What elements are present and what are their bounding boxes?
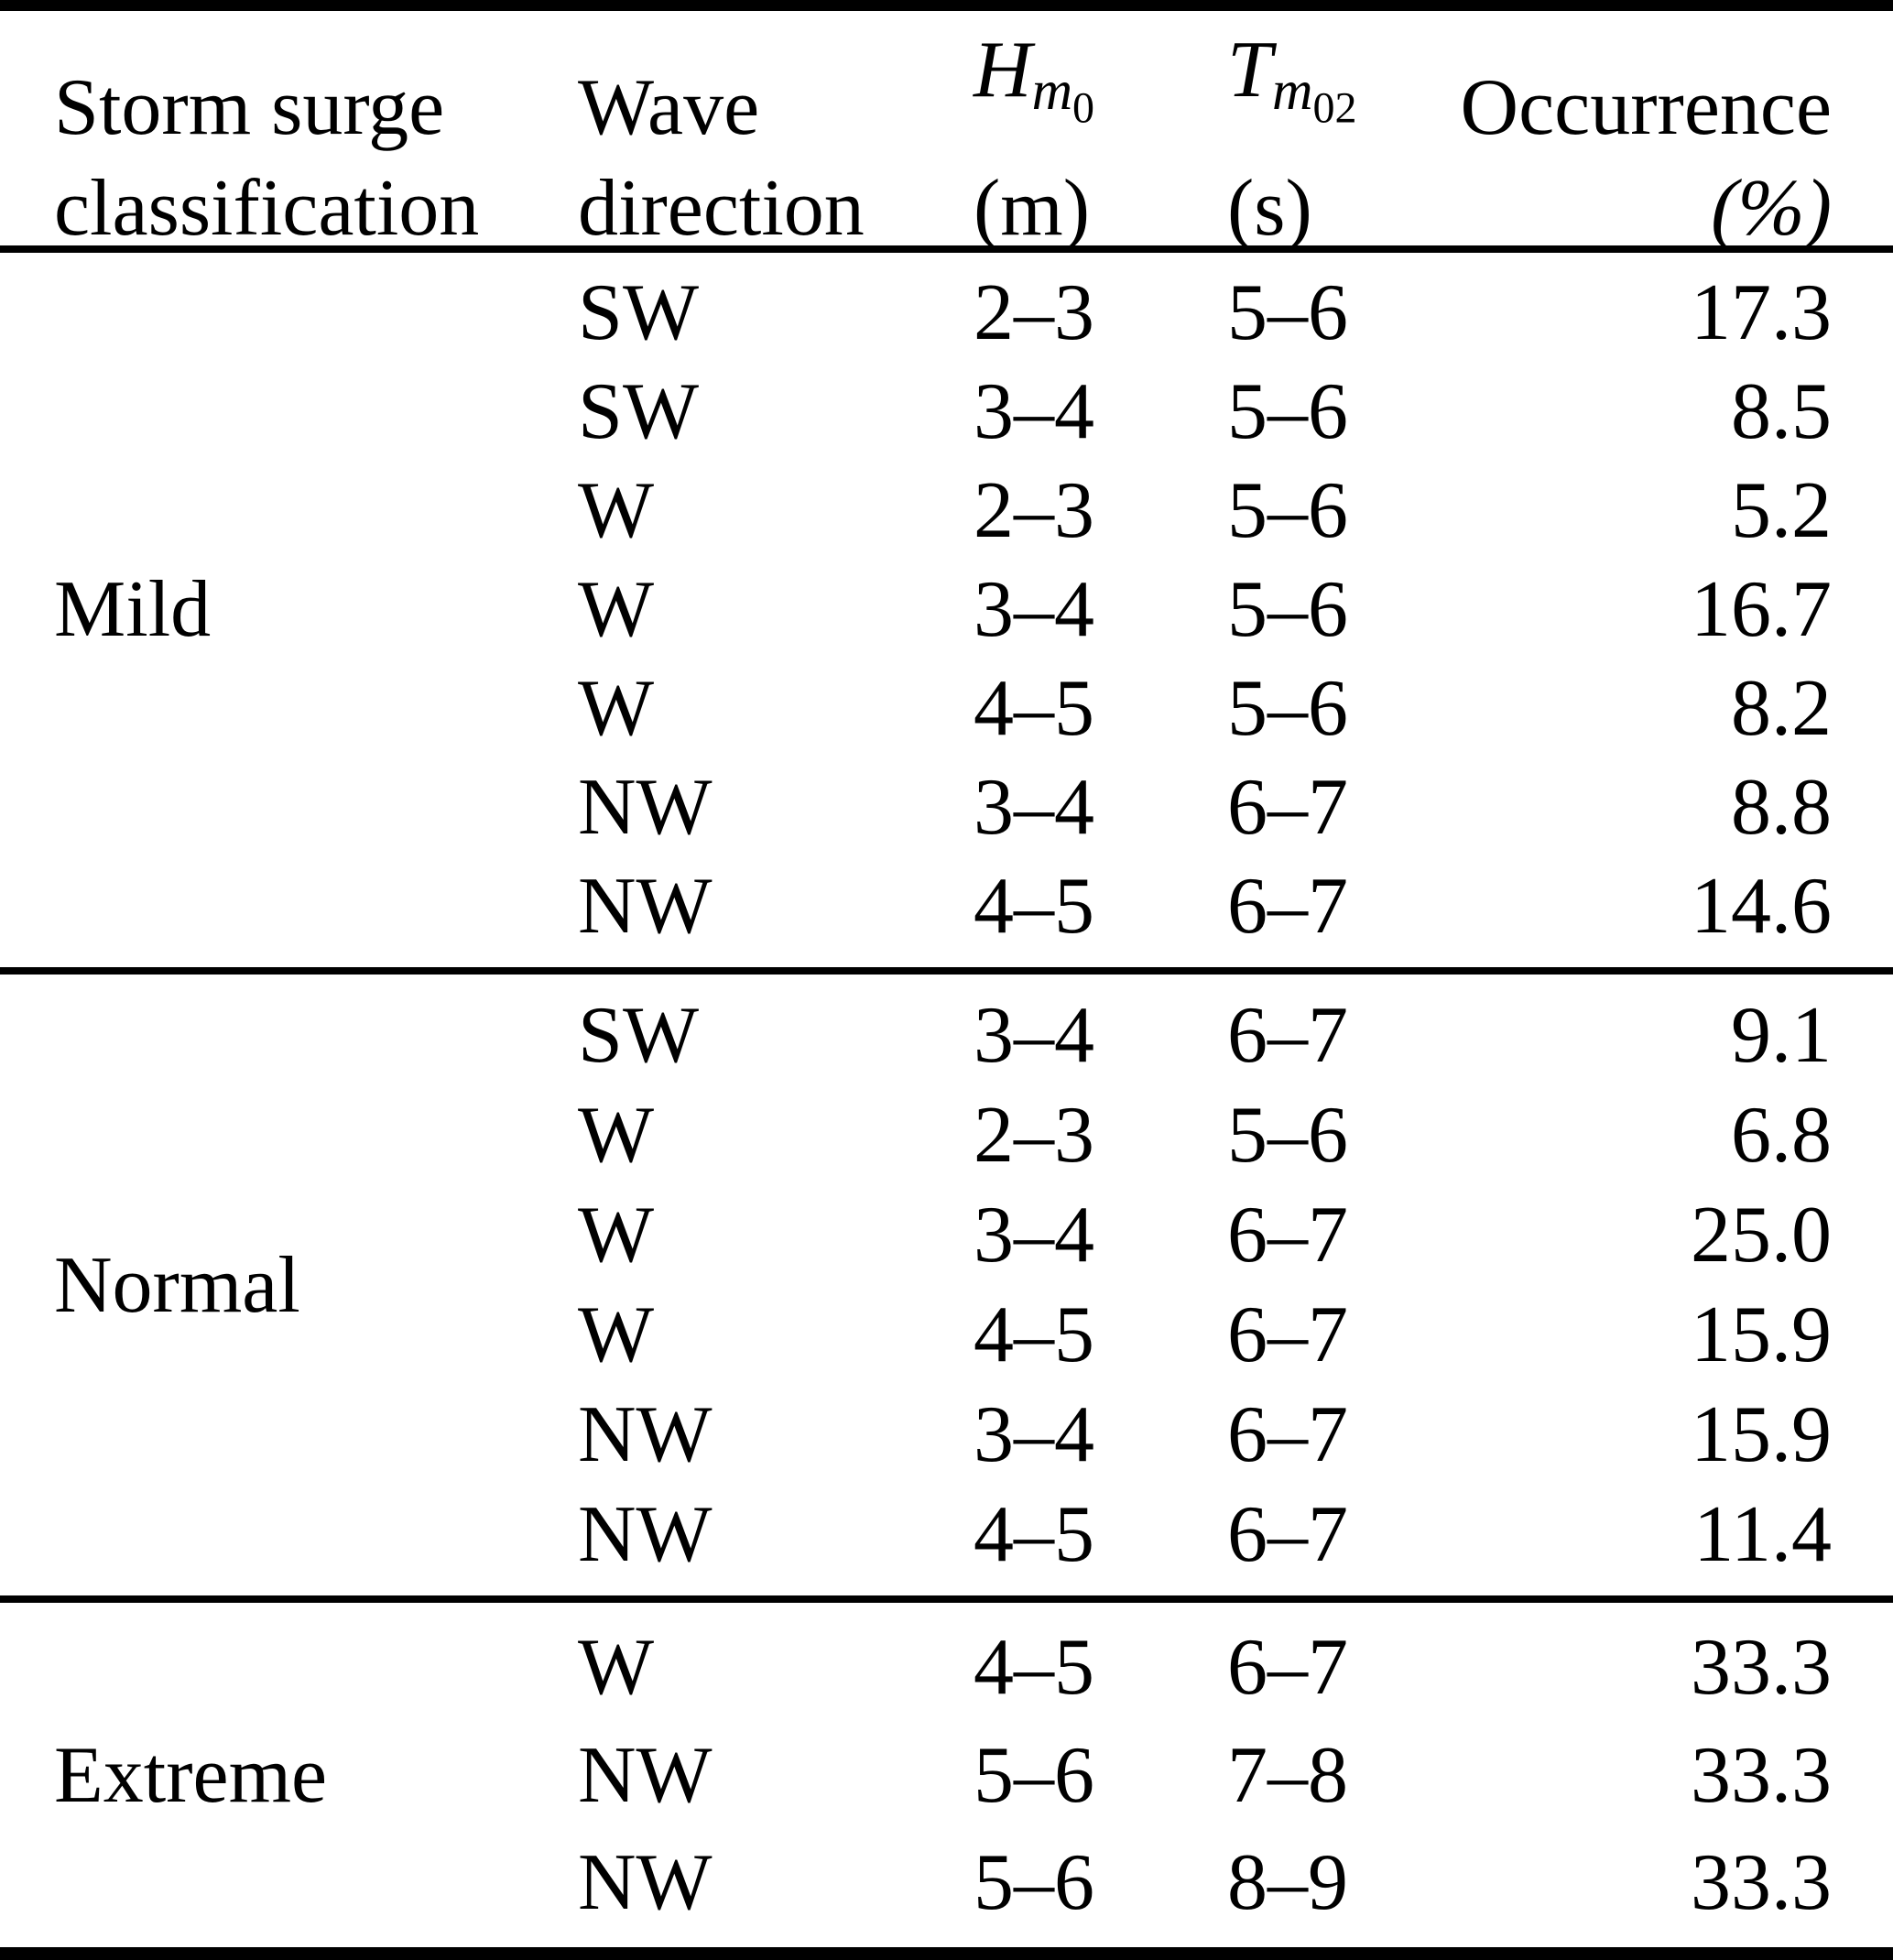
occurrence-percent: 9.1 bbox=[1731, 990, 1832, 1080]
hm0-range: 3–4 bbox=[974, 565, 1094, 655]
wave-direction-value: NW bbox=[578, 862, 713, 952]
occurrence-percent: 8.5 bbox=[1731, 367, 1832, 457]
tm02-range: 6–7 bbox=[1227, 1623, 1348, 1713]
tm02-range: 6–7 bbox=[1227, 862, 1348, 952]
section-divider-rule bbox=[0, 966, 1893, 975]
hm0-range: 4–5 bbox=[974, 862, 1094, 952]
table-bottom-rule bbox=[0, 1947, 1893, 1960]
occurrence-percent: 15.9 bbox=[1691, 1290, 1832, 1380]
wave-direction-value: NW bbox=[578, 1490, 713, 1580]
hm0-range: 5–6 bbox=[974, 1837, 1094, 1927]
tm02-range: 7–8 bbox=[1227, 1730, 1348, 1820]
hm0-range: 4–5 bbox=[974, 1490, 1094, 1580]
wave-direction-value: NW bbox=[578, 1837, 713, 1927]
occurrence-percent: 14.6 bbox=[1691, 862, 1832, 952]
wave-direction-value: SW bbox=[578, 367, 699, 457]
header-classification-line1: Storm surge bbox=[54, 62, 445, 152]
wave-direction-value: W bbox=[578, 1623, 655, 1713]
wave-direction-value: NW bbox=[578, 1730, 713, 1820]
tm02-range: 6–7 bbox=[1227, 1290, 1348, 1380]
header-occurrence-line2: (%) bbox=[1711, 163, 1832, 253]
tm02-range: 5–6 bbox=[1227, 466, 1348, 556]
hm0-range: 2–3 bbox=[974, 1090, 1094, 1180]
hm0-range: 2–3 bbox=[974, 268, 1094, 358]
tm02-range: 5–6 bbox=[1227, 565, 1348, 655]
wave-direction-value: SW bbox=[578, 990, 699, 1080]
table-header-row: Storm surge classification Wave directio… bbox=[0, 11, 1893, 253]
occurrence-percent: 5.2 bbox=[1731, 466, 1832, 556]
classification-label: Mild bbox=[54, 565, 212, 655]
header-classification-line2: classification bbox=[54, 163, 480, 253]
hm0-range: 4–5 bbox=[974, 1623, 1094, 1713]
table-body: Mild SW 2–3 5–6 17.3 SW 3–4 5–6 8.5 W 2–3 5–6 5.2 W 3–… bbox=[0, 253, 1893, 1947]
section-mild: Mild SW 2–3 5–6 17.3 SW 3–4 5–6 8.5 W 2–3 5–6 5.2 W 3–… bbox=[0, 253, 1893, 967]
wave-direction-value: SW bbox=[578, 268, 699, 358]
wave-direction-value: NW bbox=[578, 763, 713, 853]
occurrence-percent: 16.7 bbox=[1691, 565, 1832, 655]
occurrence-percent: 8.8 bbox=[1731, 763, 1832, 853]
tm02-range: 5–6 bbox=[1227, 268, 1348, 358]
hm0-range: 3–4 bbox=[974, 990, 1094, 1080]
tm02-range: 6–7 bbox=[1227, 990, 1348, 1080]
tm02-range: 5–6 bbox=[1227, 367, 1348, 457]
hm0-range: 3–4 bbox=[974, 367, 1094, 457]
header-occurrence: Occurrence (%) bbox=[1447, 58, 1832, 259]
wave-direction-value: W bbox=[578, 565, 655, 655]
occurrence-percent: 33.3 bbox=[1691, 1623, 1832, 1713]
header-hm0-unit: (m) bbox=[974, 163, 1091, 253]
hm0-range: 4–5 bbox=[974, 1290, 1094, 1380]
tm02-range: 6–7 bbox=[1227, 1390, 1348, 1480]
tm02-range: 6–7 bbox=[1227, 1190, 1348, 1279]
header-hm0: Hm0 (m) bbox=[974, 20, 1227, 259]
tm02-range: 8–9 bbox=[1227, 1837, 1348, 1927]
tm02-range: 5–6 bbox=[1227, 664, 1348, 754]
occurrence-percent: 17.3 bbox=[1691, 268, 1832, 358]
wave-direction-value: W bbox=[578, 466, 655, 556]
classification-label: Normal bbox=[54, 1240, 300, 1330]
occurrence-percent: 25.0 bbox=[1691, 1190, 1832, 1279]
wave-direction-value: W bbox=[578, 1090, 655, 1180]
tm02-range: 6–7 bbox=[1227, 1490, 1348, 1580]
wave-direction-value: W bbox=[578, 1190, 655, 1279]
hm0-range: 3–4 bbox=[974, 1390, 1094, 1480]
hm0-range: 3–4 bbox=[974, 763, 1094, 853]
header-tm02: Tm02 (s) bbox=[1227, 20, 1447, 259]
classification-label: Extreme bbox=[54, 1730, 328, 1820]
hm0-range: 5–6 bbox=[974, 1730, 1094, 1820]
wave-direction-value: W bbox=[578, 1290, 655, 1380]
occurrence-percent: 33.3 bbox=[1691, 1837, 1832, 1927]
occurrence-percent: 15.9 bbox=[1691, 1390, 1832, 1480]
header-rule bbox=[0, 245, 1893, 253]
section-extreme: Extreme W 4–5 6–7 33.3 NW 5–6 7–8 33.3 NW 5–6 8–9 33… bbox=[0, 1603, 1893, 1947]
hm0-range: 2–3 bbox=[974, 466, 1094, 556]
header-classification: Storm surge classification bbox=[54, 58, 578, 259]
header-occurrence-line1: Occurrence bbox=[1460, 62, 1832, 152]
header-wave-direction-line1: Wave bbox=[578, 62, 760, 152]
occurrence-percent: 11.4 bbox=[1693, 1490, 1832, 1580]
header-tm02-unit: (s) bbox=[1227, 163, 1312, 253]
header-wave-direction-line2: direction bbox=[578, 163, 865, 253]
tm02-range: 5–6 bbox=[1227, 1090, 1348, 1180]
header-hm0-symbol: Hm0 bbox=[974, 26, 1095, 132]
occurrence-percent: 33.3 bbox=[1691, 1730, 1832, 1820]
hm0-range: 4–5 bbox=[974, 664, 1094, 754]
occurrence-percent: 6.8 bbox=[1731, 1090, 1832, 1180]
section-normal: Normal SW 3–4 6–7 9.1 W 2–3 5–6 6.8 W 3–4 6–7 25.0 W 4… bbox=[0, 975, 1893, 1596]
occurrence-percent: 8.2 bbox=[1731, 664, 1832, 754]
tm02-range: 6–7 bbox=[1227, 763, 1348, 853]
table-top-rule bbox=[0, 0, 1893, 11]
section-divider-rule bbox=[0, 1595, 1893, 1604]
header-wave-direction: Wave direction bbox=[578, 58, 974, 259]
wave-direction-value: W bbox=[578, 664, 655, 754]
hm0-range: 3–4 bbox=[974, 1190, 1094, 1279]
wave-direction-value: NW bbox=[578, 1390, 713, 1480]
header-tm02-symbol: Tm02 bbox=[1227, 26, 1357, 132]
